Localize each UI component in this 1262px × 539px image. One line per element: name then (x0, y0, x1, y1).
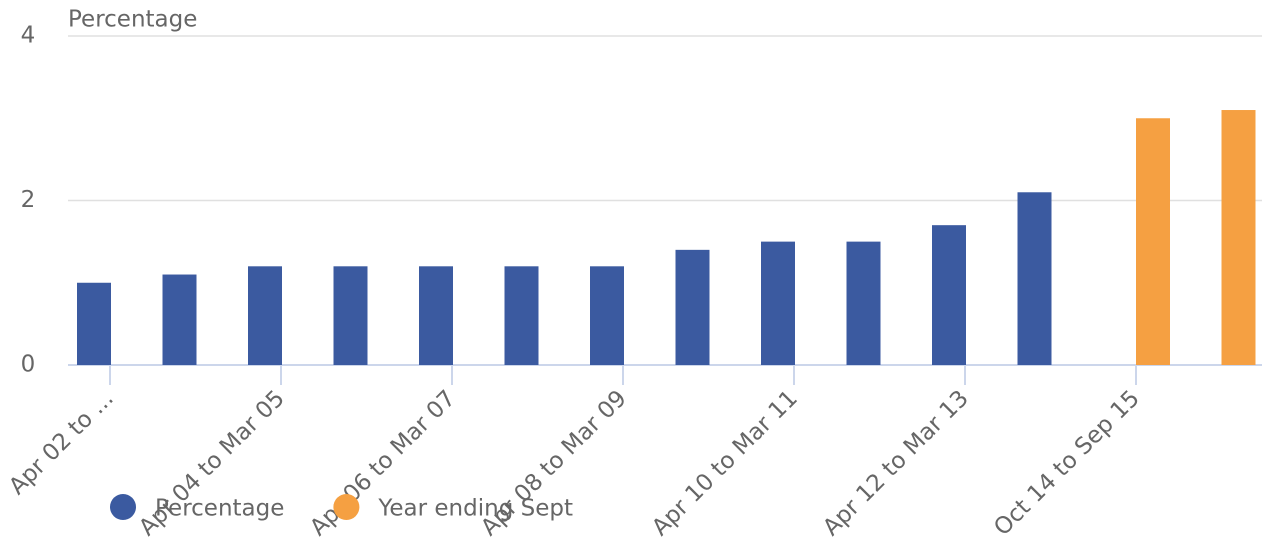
legend-label: Percentage (155, 496, 284, 522)
bar (846, 241, 881, 365)
bar (932, 225, 966, 365)
x-tick-label: Oct 14 to Sep 15 (989, 385, 1145, 539)
y-tick-label: 2 (21, 187, 36, 213)
bar (162, 274, 197, 365)
bar (333, 266, 368, 365)
bar (1221, 110, 1256, 366)
y-tick-label: 0 (21, 352, 36, 378)
x-tick-label: Apr 02 to ... (4, 385, 119, 500)
legend-marker (333, 494, 360, 520)
bar (590, 266, 624, 365)
bar (675, 249, 710, 365)
bar (504, 266, 539, 365)
legend-marker (110, 494, 136, 520)
x-tick-label: Apr 10 to Mar 11 (647, 385, 803, 539)
bar (1136, 118, 1170, 365)
legend-label: Year ending Sept (377, 496, 573, 522)
bar (1017, 192, 1052, 365)
y-tick-label: 4 (21, 23, 36, 49)
y-axis-title: Percentage (68, 7, 197, 33)
bar (248, 266, 282, 365)
x-tick-label: Apr 12 to Mar 13 (818, 385, 974, 539)
bar (77, 282, 111, 365)
bar (419, 266, 453, 365)
bar (761, 241, 795, 365)
